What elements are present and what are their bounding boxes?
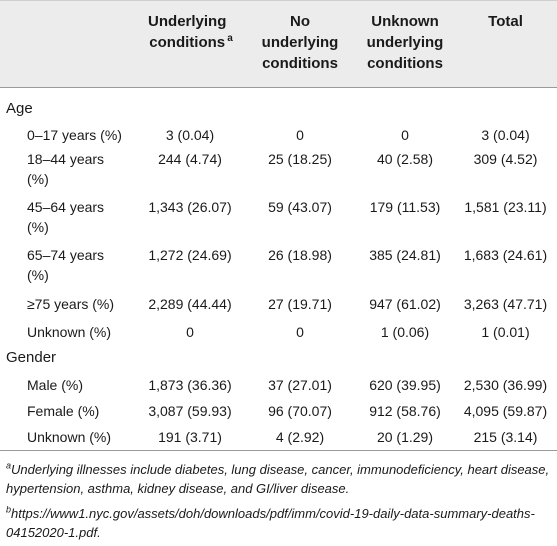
table-cell: 385 (24.81) bbox=[369, 247, 441, 263]
table-cell: 1 (0.01) bbox=[481, 324, 530, 340]
table-cell: 912 (58.76) bbox=[369, 403, 441, 419]
table-cell: 244 (4.74) bbox=[158, 151, 222, 167]
table-cell: 1,683 (24.61) bbox=[463, 247, 548, 263]
table-cell: 1,343 (26.07) bbox=[148, 199, 232, 215]
table-cell: 59 (43.07) bbox=[268, 199, 332, 215]
table-cell: 1,581 (23.11) bbox=[464, 199, 547, 215]
header-rule bbox=[0, 87, 557, 88]
table-cell: 309 (4.52) bbox=[473, 151, 538, 167]
row-label: 65–74 years (%) bbox=[27, 247, 105, 283]
table-cell: 3 (0.04) bbox=[165, 127, 215, 143]
table-cell: 1 (0.06) bbox=[380, 324, 430, 340]
table-header bbox=[0, 1, 557, 87]
table-cell: 947 (61.02) bbox=[369, 296, 441, 312]
row-label: ≥75 years (%) bbox=[27, 296, 115, 312]
table-cell: 4 (2.92) bbox=[275, 429, 325, 445]
table-cell: 0 bbox=[296, 324, 304, 340]
row-label: Male (%) bbox=[27, 377, 84, 393]
table-cell: 191 (3.71) bbox=[158, 429, 222, 445]
row-label: Unknown (%) bbox=[27, 429, 112, 445]
row-label: Unknown (%) bbox=[27, 324, 112, 340]
table-cell: 0 bbox=[296, 127, 304, 143]
footnote-marker-a: a bbox=[6, 460, 12, 471]
table-cell: 20 (1.29) bbox=[376, 429, 434, 445]
table-cell: 1,272 (24.69) bbox=[148, 247, 232, 263]
footnote-b: bhttps://www1.nyc.gov/assets/doh/downloa… bbox=[6, 504, 551, 542]
footnote-a: aUnderlying illnesses include diabetes, … bbox=[6, 460, 551, 498]
footnote-a-text: Underlying illnesses include diabetes, l… bbox=[6, 462, 550, 496]
header-total: Total bbox=[488, 13, 523, 30]
section-label-age: Age bbox=[6, 100, 33, 117]
table-cell: 3,263 (47.71) bbox=[463, 296, 548, 312]
table-cell: 37 (27.01) bbox=[268, 377, 332, 393]
header-unknown-underlying-conditions: Unknown underlying conditions bbox=[366, 13, 444, 72]
table-bottom-rule bbox=[0, 450, 557, 451]
section-label-gender: Gender bbox=[6, 349, 57, 366]
footnote-marker-a: a bbox=[227, 33, 233, 44]
table-cell: 40 (2.58) bbox=[376, 151, 434, 167]
table-top-rule bbox=[0, 0, 557, 1]
row-label: 45–64 years (%) bbox=[27, 199, 105, 235]
table-cell: 215 (3.14) bbox=[473, 429, 538, 445]
table-cell: 0 bbox=[401, 127, 409, 143]
row-label: Female (%) bbox=[27, 403, 100, 419]
table-cell: 4,095 (59.87) bbox=[463, 403, 548, 419]
footnote-marker-b: b bbox=[6, 504, 12, 515]
table-cell: 3 (0.04) bbox=[481, 127, 530, 143]
table-cell: 620 (39.95) bbox=[369, 377, 441, 393]
table-cell: 25 (18.25) bbox=[268, 151, 332, 167]
header-no-underlying-conditions: No underlying conditions bbox=[261, 13, 339, 72]
table-cell: 26 (18.98) bbox=[268, 247, 332, 263]
table-cell: 2,530 (36.99) bbox=[463, 377, 548, 393]
table-cell: 2,289 (44.44) bbox=[148, 296, 232, 312]
footnote-b-link[interactable]: https://www1.nyc.gov/assets/doh/download… bbox=[6, 506, 535, 540]
table-cell: 0 bbox=[186, 324, 194, 340]
table-cell: 179 (11.53) bbox=[369, 199, 441, 215]
table-cell: 27 (19.71) bbox=[268, 296, 332, 312]
table-cell: 1,873 (36.36) bbox=[148, 377, 232, 393]
row-label: 0–17 years (%) bbox=[27, 127, 122, 143]
header-underlying-conditions: Underlying conditions a bbox=[148, 13, 233, 51]
row-label: 18–44 years (%) bbox=[27, 151, 105, 187]
table-cell: 96 (70.07) bbox=[268, 403, 332, 419]
table-cell: 3,087 (59.93) bbox=[148, 403, 232, 419]
